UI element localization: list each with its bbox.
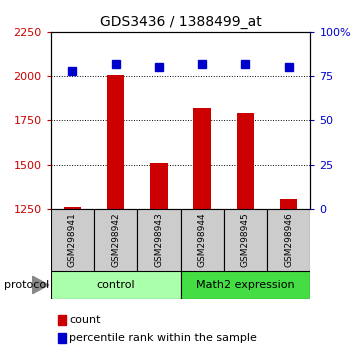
Bar xyxy=(94,209,137,271)
Text: protocol: protocol xyxy=(4,280,49,290)
Text: GSM298946: GSM298946 xyxy=(284,212,293,267)
Text: GSM298941: GSM298941 xyxy=(68,212,77,267)
Text: control: control xyxy=(96,280,135,290)
Bar xyxy=(237,113,254,209)
Bar xyxy=(193,108,211,209)
Bar xyxy=(107,75,124,209)
Bar xyxy=(180,209,224,271)
Bar xyxy=(224,209,267,271)
Text: Math2 expression: Math2 expression xyxy=(196,280,295,290)
Text: count: count xyxy=(69,315,101,325)
Text: GSM298944: GSM298944 xyxy=(198,212,206,267)
Bar xyxy=(150,163,168,209)
Bar xyxy=(280,199,297,209)
Bar xyxy=(267,209,310,271)
Bar xyxy=(51,271,180,299)
Text: GSM298945: GSM298945 xyxy=(241,212,250,267)
Bar xyxy=(180,271,310,299)
Bar xyxy=(64,207,81,209)
Text: GSM298943: GSM298943 xyxy=(155,212,163,267)
Bar xyxy=(137,209,180,271)
Bar xyxy=(51,209,94,271)
Polygon shape xyxy=(33,276,48,294)
Text: percentile rank within the sample: percentile rank within the sample xyxy=(69,333,257,343)
Text: GSM298942: GSM298942 xyxy=(111,212,120,267)
Title: GDS3436 / 1388499_at: GDS3436 / 1388499_at xyxy=(100,16,261,29)
